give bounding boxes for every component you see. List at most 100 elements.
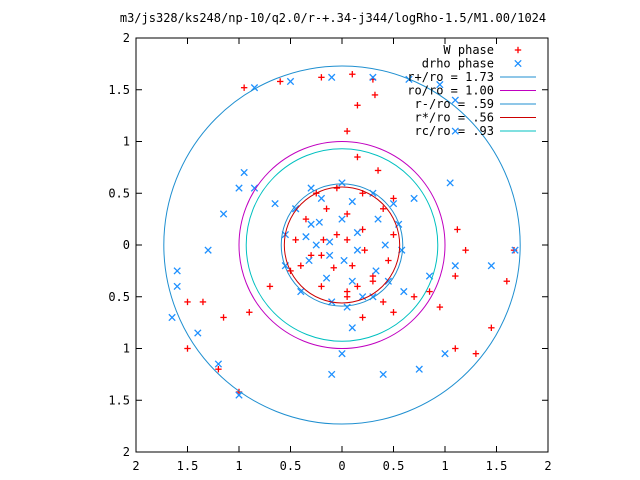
data-point-series-1 [317,194,326,203]
data-point-series-0 [488,324,495,331]
data-point-series-0 [343,210,351,218]
x-tick-label: 2 [544,459,551,473]
data-point-series-0 [343,288,351,295]
data-point-series-1 [271,199,279,208]
data-point-series-0 [436,303,444,311]
circle-series-4 [280,183,404,307]
x-tick-label: 2 [132,459,139,473]
data-point-series-1 [235,184,243,192]
circle-series-6 [245,148,439,342]
data-point-series-1 [384,277,393,285]
legend-label: r+/ro = 1.73 [407,70,494,84]
data-point-series-1 [286,77,295,86]
data-point-series-1 [312,241,320,249]
legend-label: ro/ro = 1.00 [407,84,494,98]
data-point-series-0 [318,283,325,290]
data-point-series-0 [354,283,361,290]
data-point-series-1 [372,267,380,275]
data-point-series-1 [338,215,346,223]
legend-label: rc/ro = .93 [415,124,494,138]
data-point-series-0 [333,231,341,238]
data-point-series-1 [297,287,305,296]
data-point-series-1 [338,350,346,358]
chart-title: m3/js328/ks248/np-10/q2.0/r-+.34-j344/lo… [120,11,546,25]
data-point-series-1 [451,96,459,104]
data-point-series-1 [400,287,408,296]
legend-label: W phase [443,43,494,57]
data-point-series-1 [240,168,248,177]
data-point-series-0 [426,288,433,295]
legend-label: drho phase [422,57,494,71]
x-tick-label: 1.5 [486,459,508,473]
data-point-series-1 [487,262,496,270]
data-point-series-1 [338,179,346,187]
circle-series-3 [238,141,446,349]
data-point-series-0 [235,388,243,396]
data-point-series-0 [410,293,418,300]
data-point-series-1 [168,313,176,322]
data-point-series-1 [353,228,362,237]
data-point-series-0 [385,257,392,264]
data-point-series-1 [325,251,334,260]
data-point-series-1 [173,282,181,291]
data-point-series-0 [343,236,351,244]
data-point-series-0 [361,246,368,254]
data-point-series-0 [503,278,510,285]
data-point-series-0 [215,366,222,373]
y-tick-label: 0.5 [108,186,130,200]
data-point-series-1 [343,303,351,311]
data-point-series-1 [446,179,454,187]
data-point-series-1 [374,215,382,223]
data-point-series-1 [415,365,423,373]
data-point-series-0 [349,262,356,269]
data-point-series-0 [333,184,341,192]
data-point-series-1 [322,274,331,282]
data-point-series-0 [452,272,459,280]
data-point-series-1 [328,370,336,379]
x-tick-label: 1 [235,459,242,473]
y-tick-label: 2 [123,445,130,459]
data-point-series-0 [199,298,207,306]
circle-series-2 [163,65,521,425]
circle-series-5 [283,186,401,304]
data-point-series-1 [381,241,389,249]
data-point-series-0 [318,74,325,81]
series-group [163,65,521,425]
data-point-series-0 [307,252,315,259]
data-point-series-0 [510,246,518,254]
data-point-series-0 [390,195,397,202]
data-point-series-1 [219,210,228,218]
axes-group: 2 1.5 1 0.5 0 0.5 1 1.5 221.510.500.511.52 [108,31,551,473]
data-point-series-0 [369,278,377,285]
data-point-series-1 [328,73,336,81]
data-point-series-1 [389,199,398,208]
data-point-series-1 [302,233,310,241]
data-point-series-1 [204,246,212,254]
data-point-series-0 [184,298,191,306]
data-point-series-1 [250,184,259,192]
data-point-series-0 [454,226,461,233]
data-point-series-1 [194,329,202,337]
y-tick-label: 1.5 [108,393,130,407]
data-point-series-0 [359,314,366,321]
data-point-series-0 [452,345,459,352]
y-tick-label: 1.5 [108,83,130,97]
data-point-series-1 [291,205,300,213]
data-point-series-0 [380,298,387,306]
data-point-series-1 [410,194,418,203]
y-tick-label: 2 [123,31,130,45]
data-point-series-1 [451,127,459,135]
x-tick-label: 0.5 [280,459,302,473]
y-tick-label: 0 [123,238,130,252]
data-point-series-0 [374,167,382,174]
data-point-series-0 [390,231,397,238]
legend-swatch [514,59,522,68]
data-point-series-1 [451,262,459,270]
y-tick-label: 1 [123,342,130,356]
data-point-series-0 [277,78,284,85]
data-point-series-0 [318,252,325,259]
data-point-series-1 [305,256,313,265]
data-point-series-1 [340,256,348,265]
data-point-series-1 [325,238,334,246]
